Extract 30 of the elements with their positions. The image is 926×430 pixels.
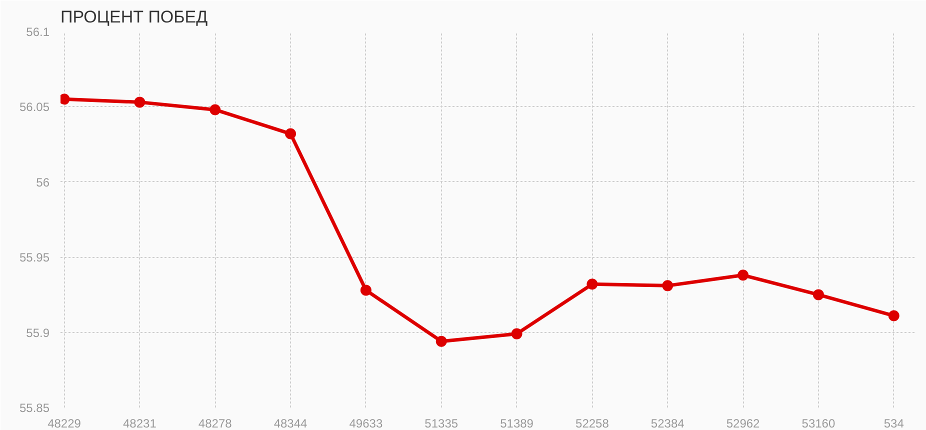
x-tick-label: 49633 [349,416,383,430]
chart-title: ПРОЦЕНТ ПОБЕД [60,8,208,26]
x-tick-label: 48344 [274,416,308,430]
y-tick-label: 56 [36,175,50,190]
x-tick-label: 48231 [123,416,157,430]
point [134,96,146,108]
x-tick-label: 53160 [802,416,836,430]
y-tick-label: 56.1 [26,25,50,39]
x-tick-label: 52384 [650,416,685,430]
point [738,270,749,281]
point [662,280,674,292]
x-tick-label: 52258 [576,416,610,430]
point [586,278,598,290]
x-tick-label: 48229 [48,416,82,430]
x-tick-label: 51335 [424,416,458,430]
point [210,104,221,116]
point [511,328,522,340]
x-tick-label: 51389 [500,416,534,430]
y-tick-label: 55.85 [19,401,50,415]
y-tick-label: 55.9 [26,326,50,340]
x-tick-label: 52962 [726,416,760,430]
y-tick-label: 55.95 [19,250,50,265]
y-tick-label: 56.05 [19,100,50,114]
point [436,336,447,347]
point [812,289,824,300]
point [285,128,296,140]
point [360,284,372,296]
point [888,310,900,322]
x-tick-label: 534 [884,416,904,430]
x-tick-label: 48278 [198,416,232,430]
